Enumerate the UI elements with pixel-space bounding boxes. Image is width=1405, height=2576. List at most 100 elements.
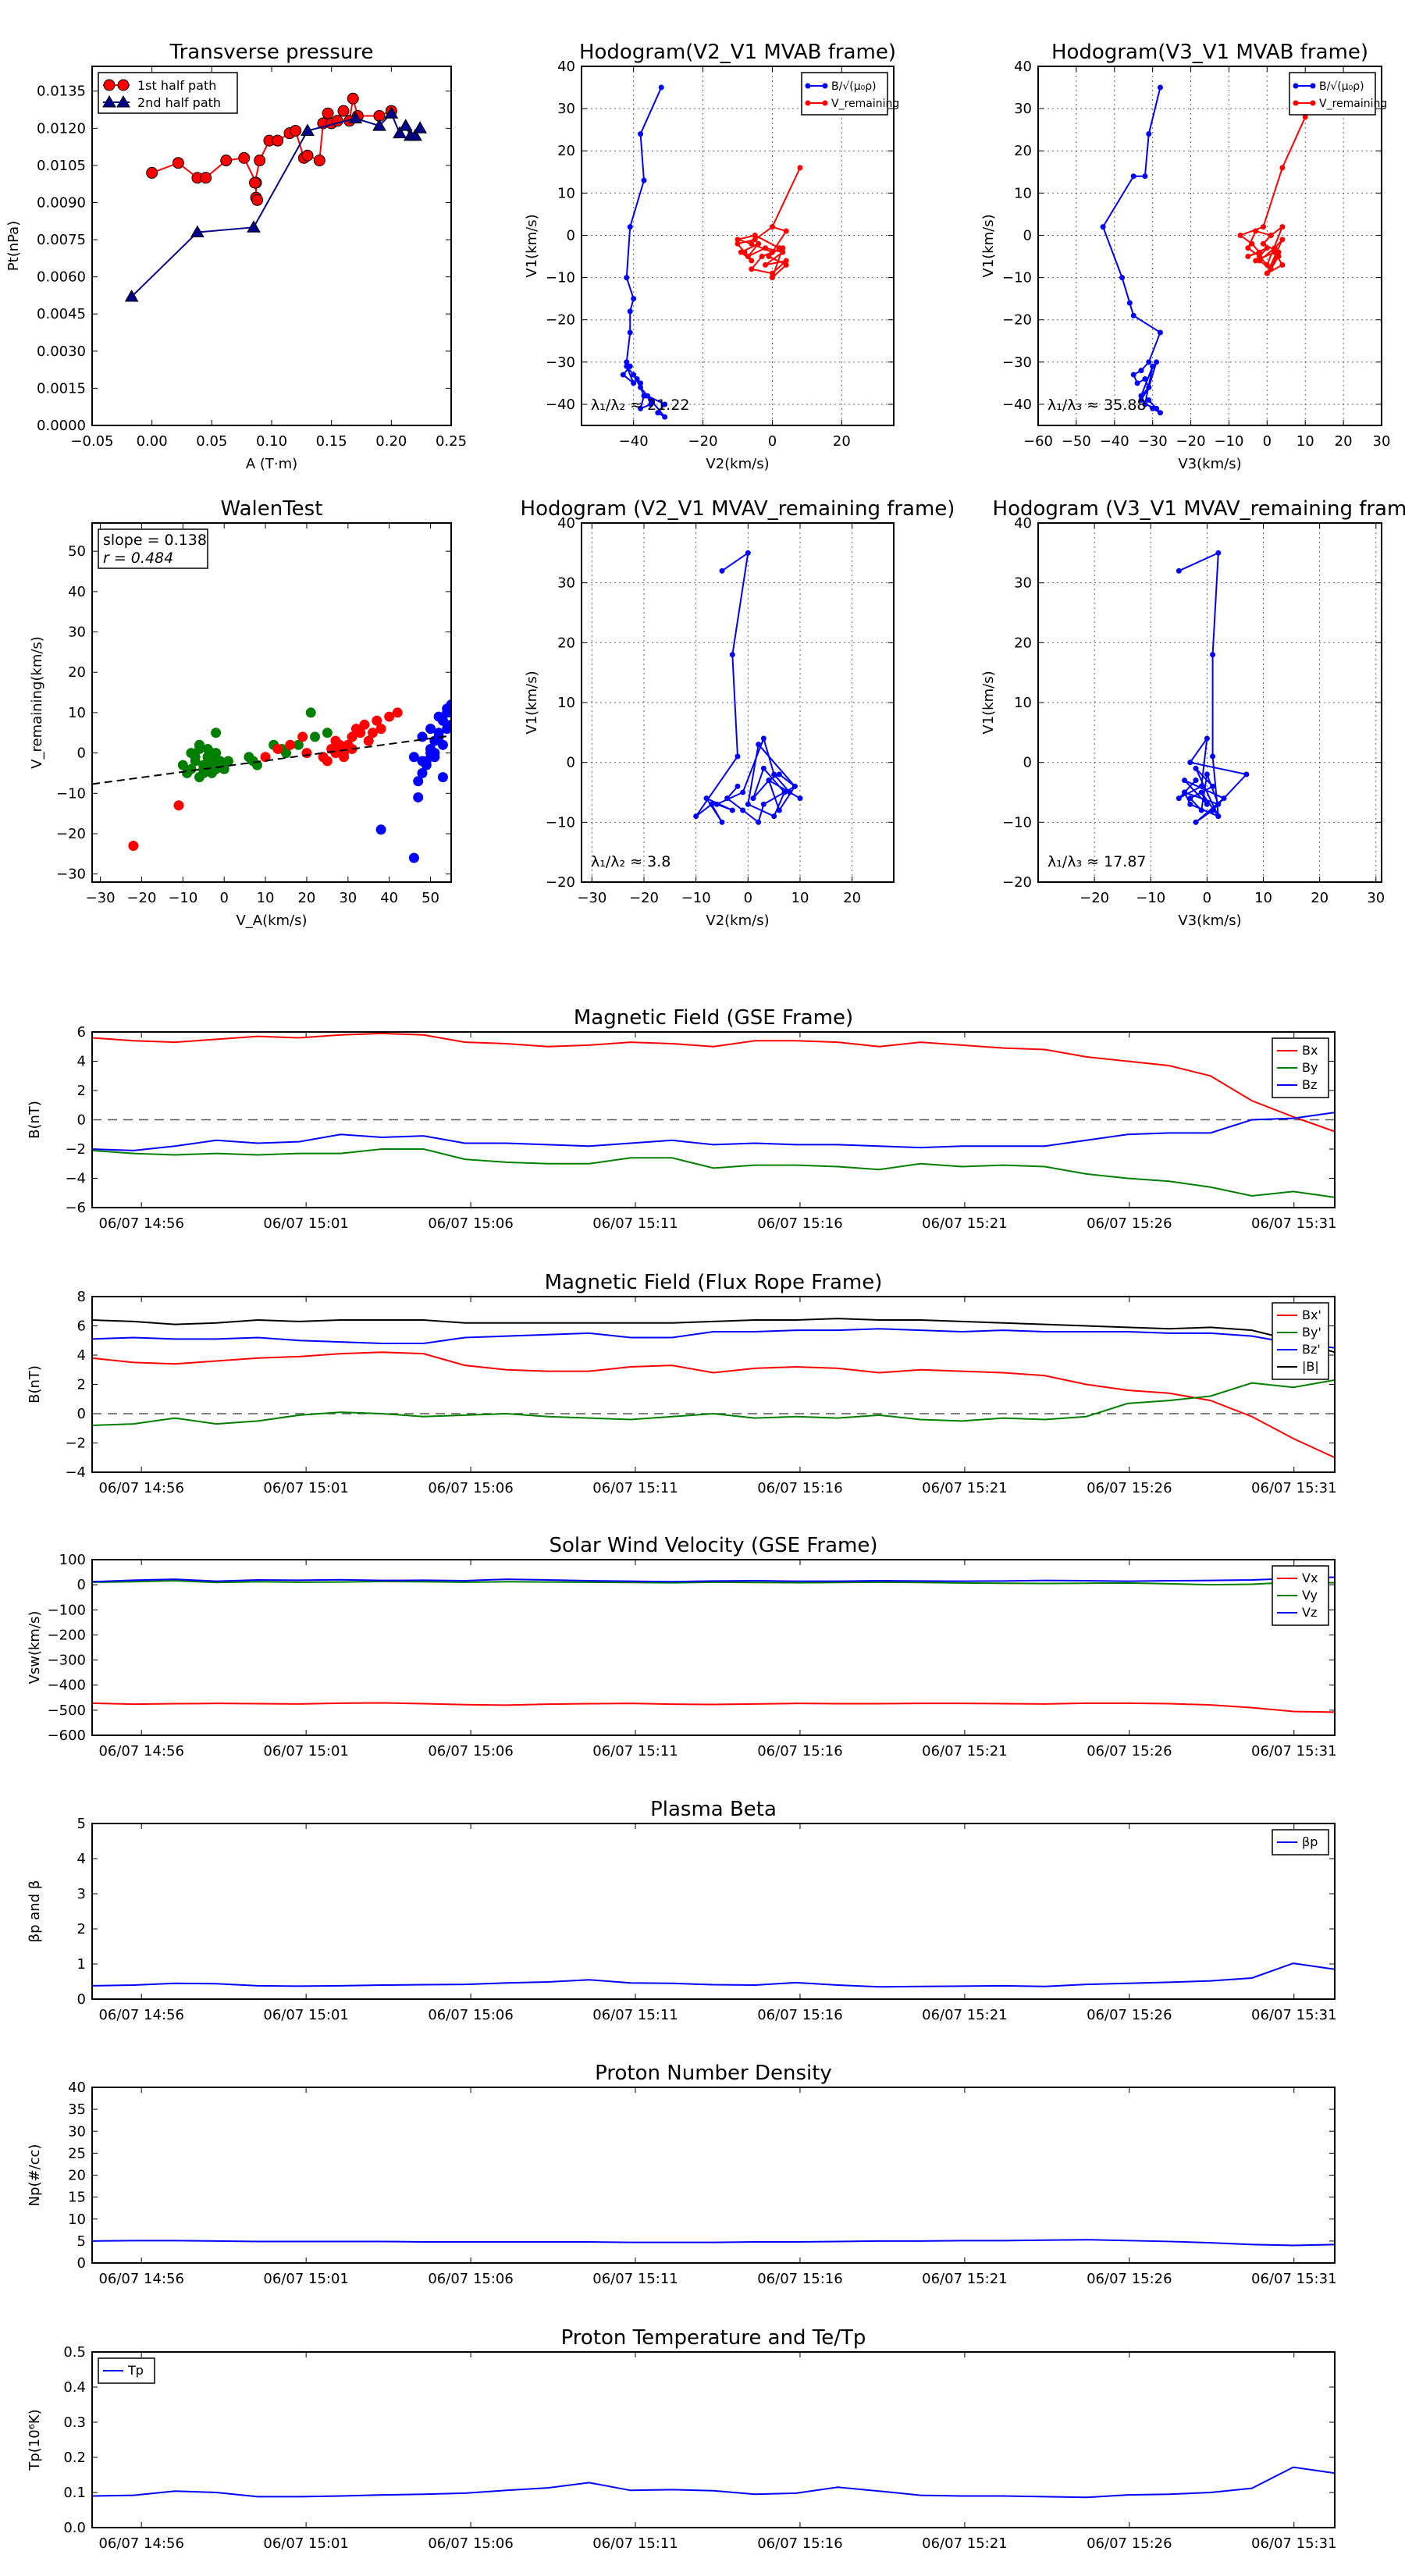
x-tick-label: 06/07 14:56 — [98, 1215, 183, 1232]
y-tick-label: 2 — [77, 1921, 86, 1937]
data-point — [1260, 224, 1266, 230]
y-tick-label: 8 — [77, 1289, 86, 1305]
data-point — [297, 731, 308, 742]
proton-temperature-chart: 0.0 0.1 0.2 0.3 0.4 0.5 06/07 14:56 06/07 15:01… — [27, 2326, 1337, 2552]
data-point — [172, 157, 184, 169]
plot-frame — [1037, 66, 1382, 426]
data-point — [631, 372, 637, 378]
legend-marker — [822, 83, 828, 89]
x-tick-label: 06/07 15:01 — [263, 1215, 348, 1232]
y-tick-label: 3 — [77, 1886, 86, 1902]
data-point — [1249, 240, 1255, 247]
x-tick-label: 06/07 15:01 — [263, 2535, 348, 2552]
data-point — [1150, 363, 1156, 369]
data-point — [1126, 300, 1133, 306]
data-point — [1264, 245, 1270, 251]
x-tick-label: 0.20 — [375, 433, 407, 450]
y-tick-label: 20 — [68, 664, 86, 681]
data-point — [211, 748, 222, 759]
y-tick-label: 2 — [77, 1377, 86, 1393]
y-tick-label: 0.1 — [63, 2485, 86, 2501]
y-tick-label: 0 — [567, 755, 575, 771]
x-tick-label: 20 — [843, 890, 861, 906]
data-point — [745, 801, 751, 807]
data-point — [1253, 228, 1259, 234]
legend-marker — [1310, 100, 1316, 106]
data-point — [417, 767, 428, 778]
y-tick-label: −10 — [1002, 270, 1032, 286]
y-tick-label: 15 — [68, 2190, 86, 2206]
legend-box — [1289, 72, 1376, 116]
data-point — [348, 111, 363, 124]
data-point — [1130, 173, 1136, 180]
data-point — [347, 92, 359, 105]
y-tick-label: 6 — [77, 1024, 86, 1041]
data-point — [783, 262, 789, 268]
y-tick-label: 0 — [567, 227, 575, 244]
x-tick-label: 06/07 15:31 — [1251, 1215, 1336, 1232]
data-point — [1237, 232, 1243, 238]
x-tick-label: −10 — [1214, 433, 1243, 450]
y-tick-label: 0 — [1023, 227, 1032, 244]
x-tick-label: 06/07 15:11 — [592, 1743, 678, 1759]
data-point — [1198, 789, 1204, 795]
stats-box — [98, 528, 208, 569]
y-tick-label: −400 — [48, 1678, 86, 1694]
data-point — [1245, 254, 1251, 260]
y-tick-label: 40 — [1014, 59, 1032, 75]
data-point — [1146, 397, 1152, 404]
data-point — [425, 724, 436, 735]
data-point — [1150, 405, 1156, 411]
data-point — [442, 724, 451, 735]
y-axis-label: B(nT) — [27, 1365, 43, 1404]
y-tick-label: 0 — [77, 2255, 86, 2272]
data-point — [339, 752, 350, 763]
data-point — [202, 743, 213, 754]
data-point — [624, 275, 630, 281]
x-tick-label: 0.10 — [256, 433, 287, 450]
data-point — [1253, 258, 1259, 264]
data-point — [1210, 652, 1216, 658]
x-tick-label: 06/07 15:16 — [757, 2535, 842, 2552]
data-point — [1204, 735, 1210, 742]
data-point — [293, 739, 304, 750]
data-point — [662, 414, 668, 420]
x-tick-label: 20 — [1311, 890, 1329, 906]
data-point — [769, 224, 775, 230]
x-tick-label: −10 — [1136, 890, 1165, 906]
data-point — [1210, 807, 1216, 813]
y-tick-label: 0.4 — [63, 2379, 86, 2396]
data-point — [355, 728, 366, 738]
y-tick-label: 40 — [68, 2080, 86, 2096]
data-point — [631, 380, 637, 386]
y-tick-label: 20 — [557, 143, 575, 159]
y-tick-label: 10 — [557, 695, 575, 711]
y-tick-label: 30 — [557, 101, 575, 117]
y-tick-label: 0.0075 — [37, 232, 86, 248]
eigenvalue-ratio-annotation: λ₁/λ₃ ≈ 35.88 — [1048, 397, 1147, 414]
data-point — [1134, 380, 1140, 386]
data-point — [1215, 801, 1222, 807]
slope-text: slope = 0.138 — [103, 532, 207, 549]
data-point — [1210, 783, 1216, 789]
y-axis-label: Pt(nPa) — [5, 221, 22, 271]
chart-title: WalenTest — [221, 497, 323, 521]
data-point — [693, 813, 699, 820]
r-text: r = 0.484 — [103, 550, 173, 567]
x-tick-label: −20 — [1080, 890, 1109, 906]
data-point — [1193, 777, 1199, 784]
series-line-By — [91, 1148, 1336, 1198]
data-point — [1279, 224, 1286, 230]
x-tick-label: 06/07 14:56 — [98, 2271, 183, 2287]
plot-frame — [91, 2087, 1336, 2264]
y-tick-label: −30 — [1002, 354, 1032, 371]
chart-title: Magnetic Field (GSE Frame) — [574, 1006, 853, 1030]
legend-marker — [117, 79, 130, 91]
legend-marker — [102, 94, 116, 108]
x-tick-label: −0.05 — [70, 433, 113, 450]
data-point — [322, 107, 334, 119]
x-tick-label: 20 — [1335, 433, 1353, 450]
chart-title: Proton Temperature and Te/Tp — [561, 2326, 866, 2350]
y-tick-label: −6 — [65, 1200, 86, 1216]
data-point — [1176, 795, 1182, 802]
